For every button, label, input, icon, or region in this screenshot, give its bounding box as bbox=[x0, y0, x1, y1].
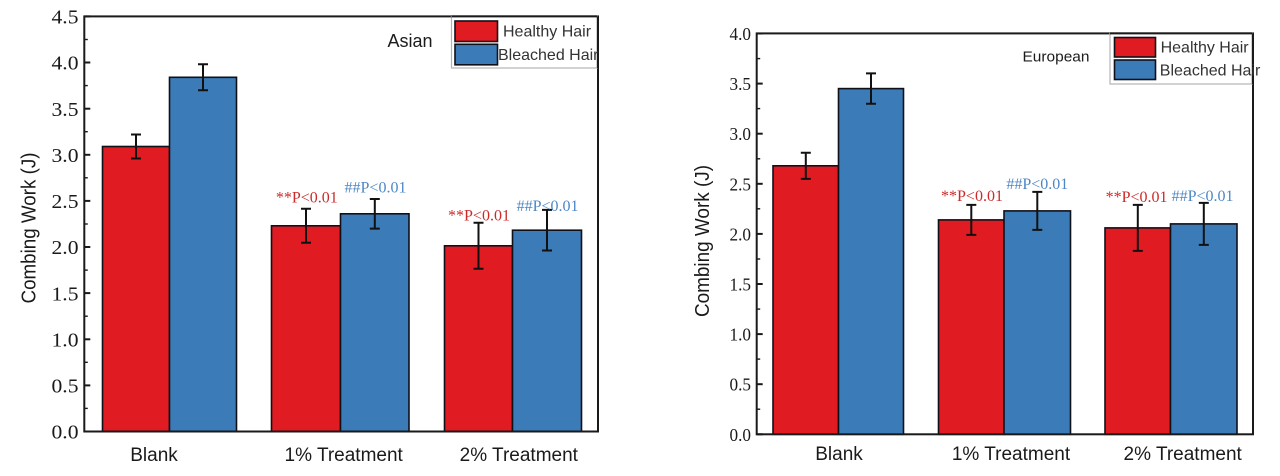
svg-text:##P<0.01: ##P<0.01 bbox=[1006, 176, 1068, 193]
svg-text:Bleached Hair: Bleached Hair bbox=[1160, 63, 1261, 80]
svg-text:2.0: 2.0 bbox=[52, 237, 79, 259]
svg-text:3.5: 3.5 bbox=[730, 74, 752, 94]
svg-text:2.5: 2.5 bbox=[730, 174, 752, 194]
svg-text:4.0: 4.0 bbox=[730, 24, 752, 44]
svg-text:2.0: 2.0 bbox=[730, 224, 752, 244]
svg-text:3.5: 3.5 bbox=[52, 99, 79, 121]
svg-text:1% Treatment: 1% Treatment bbox=[285, 445, 404, 466]
svg-text:0.0: 0.0 bbox=[730, 425, 752, 445]
svg-text:2% Treatment: 2% Treatment bbox=[460, 445, 579, 466]
svg-text:1.0: 1.0 bbox=[52, 330, 79, 352]
svg-text:Asian: Asian bbox=[387, 31, 432, 51]
svg-text:3.0: 3.0 bbox=[730, 124, 752, 144]
svg-text:Combing Work (J): Combing Work (J) bbox=[692, 165, 714, 317]
svg-text:1.0: 1.0 bbox=[730, 325, 752, 345]
svg-text:0.5: 0.5 bbox=[52, 376, 79, 398]
svg-text:European: European bbox=[1023, 49, 1090, 66]
svg-text:Combing Work (J): Combing Work (J) bbox=[19, 153, 41, 304]
svg-text:**P<0.01: **P<0.01 bbox=[276, 189, 338, 206]
svg-text:2.5: 2.5 bbox=[52, 191, 79, 213]
svg-text:4.5: 4.5 bbox=[52, 7, 79, 29]
svg-text:0.5: 0.5 bbox=[730, 375, 752, 395]
svg-text:##P<0.01: ##P<0.01 bbox=[1172, 188, 1234, 205]
svg-text:**P<0.01: **P<0.01 bbox=[448, 208, 510, 225]
svg-text:**P<0.01: **P<0.01 bbox=[941, 188, 1003, 205]
svg-text:Bleached Hair: Bleached Hair bbox=[498, 47, 599, 64]
svg-text:Blank: Blank bbox=[130, 445, 178, 466]
svg-text:1% Treatment: 1% Treatment bbox=[952, 444, 1071, 465]
svg-text:Healthy Hair: Healthy Hair bbox=[1161, 40, 1250, 57]
svg-text:Healthy Hair: Healthy Hair bbox=[503, 24, 592, 41]
svg-text:##P<0.01: ##P<0.01 bbox=[517, 198, 579, 215]
svg-text:3.0: 3.0 bbox=[52, 145, 79, 167]
svg-text:1.5: 1.5 bbox=[730, 275, 752, 295]
svg-text:##P<0.01: ##P<0.01 bbox=[345, 180, 407, 197]
svg-text:4.0: 4.0 bbox=[52, 53, 79, 75]
svg-text:2% Treatment: 2% Treatment bbox=[1124, 444, 1243, 465]
svg-text:**P<0.01: **P<0.01 bbox=[1106, 189, 1168, 206]
svg-text:1.5: 1.5 bbox=[52, 283, 79, 305]
svg-text:Blank: Blank bbox=[815, 444, 863, 465]
svg-text:0.0: 0.0 bbox=[52, 422, 79, 444]
